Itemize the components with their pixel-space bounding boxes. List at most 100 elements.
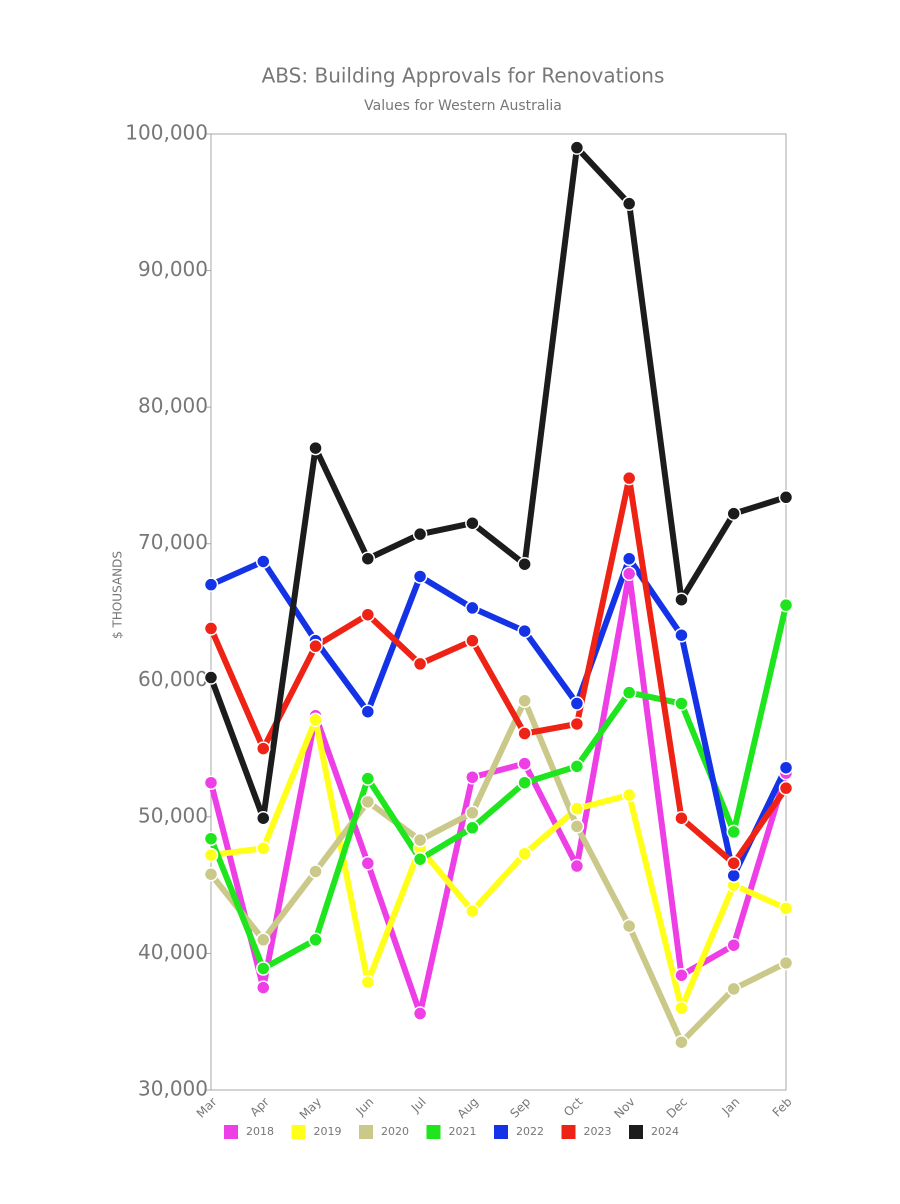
data-point xyxy=(726,506,741,521)
data-point xyxy=(360,794,376,810)
x-tick-label: Jul xyxy=(408,1095,429,1116)
data-point xyxy=(778,901,794,916)
legend-label: 2019 xyxy=(314,1125,342,1138)
data-point xyxy=(360,856,376,871)
data-point xyxy=(412,526,428,542)
data-point xyxy=(517,756,532,771)
x-tick-label: May xyxy=(297,1095,324,1122)
chart-subtitle: Values for Western Australia xyxy=(364,98,562,114)
series-line xyxy=(208,475,789,867)
x-tick-label: Oct xyxy=(561,1094,586,1119)
data-point xyxy=(256,932,271,948)
legend-swatch xyxy=(291,1125,306,1139)
x-tick-label: Feb xyxy=(770,1095,795,1120)
data-point xyxy=(621,787,637,803)
y-tick-label: 50,000 xyxy=(138,803,208,827)
x-tick-label: Sep xyxy=(507,1095,533,1121)
legend-label: 2018 xyxy=(246,1125,274,1138)
data-point xyxy=(778,760,794,775)
data-point xyxy=(674,810,689,826)
data-point xyxy=(517,726,532,741)
data-point xyxy=(308,638,323,654)
data-point xyxy=(778,597,794,613)
data-point xyxy=(360,551,376,566)
data-point xyxy=(412,851,428,867)
data-point xyxy=(517,775,532,790)
data-point xyxy=(674,968,689,983)
x-tick-label: Dec xyxy=(664,1095,690,1121)
y-tick-label: 70,000 xyxy=(138,530,208,554)
data-point xyxy=(360,771,376,786)
y-tick-label: 30,000 xyxy=(138,1077,208,1101)
data-point xyxy=(465,600,480,616)
data-point xyxy=(621,685,637,700)
data-point xyxy=(412,656,428,672)
data-point xyxy=(360,974,376,990)
data-point xyxy=(203,866,219,882)
legend-label: 2020 xyxy=(381,1125,409,1138)
data-point xyxy=(569,140,585,155)
data-point xyxy=(621,470,637,486)
data-point xyxy=(726,981,741,997)
data-point xyxy=(778,955,794,971)
data-point xyxy=(256,741,271,756)
data-point xyxy=(412,832,428,848)
series-line xyxy=(209,555,789,879)
x-tick-label: Apr xyxy=(247,1095,272,1120)
data-point xyxy=(621,196,637,211)
data-point xyxy=(465,633,480,648)
data-point xyxy=(674,592,689,607)
data-point xyxy=(360,607,376,622)
series-line xyxy=(210,716,788,1012)
data-point xyxy=(517,693,532,709)
data-point xyxy=(569,801,585,816)
series-line xyxy=(208,604,789,972)
data-point xyxy=(621,566,637,582)
data-point xyxy=(256,554,271,569)
y-tick-label: 40,000 xyxy=(138,940,208,964)
legend-label: 2024 xyxy=(651,1125,679,1138)
data-point xyxy=(256,810,271,826)
data-point xyxy=(465,515,480,531)
data-point xyxy=(569,858,585,874)
data-point xyxy=(674,1000,689,1016)
data-point xyxy=(569,696,585,711)
data-point xyxy=(674,1034,689,1050)
y-tick-label: 60,000 xyxy=(138,667,208,691)
data-point xyxy=(412,1006,428,1021)
y-tick-label: 100,000 xyxy=(125,121,208,145)
data-point xyxy=(569,819,585,834)
y-tick-label: 80,000 xyxy=(138,394,208,418)
data-point xyxy=(412,569,428,584)
legend-swatch xyxy=(359,1125,373,1139)
data-point xyxy=(256,961,271,976)
legend-label: 2023 xyxy=(584,1125,612,1138)
data-point xyxy=(203,847,219,863)
series-line xyxy=(208,144,787,822)
x-tick-label: Aug xyxy=(454,1095,480,1121)
data-point xyxy=(308,932,323,948)
data-point xyxy=(621,551,637,566)
data-point xyxy=(778,490,794,505)
data-point xyxy=(726,868,741,883)
series-line xyxy=(208,697,788,1046)
data-point xyxy=(726,824,741,840)
legend-label: 2021 xyxy=(449,1125,477,1138)
legend-swatch xyxy=(629,1125,643,1139)
data-point xyxy=(569,759,585,774)
data-point xyxy=(465,805,480,821)
data-point xyxy=(360,704,376,719)
data-point xyxy=(308,712,323,728)
data-point xyxy=(203,577,219,592)
data-point xyxy=(308,864,323,879)
data-point xyxy=(203,831,219,846)
data-point xyxy=(778,780,794,796)
data-point xyxy=(256,841,271,856)
data-point xyxy=(517,846,532,861)
data-point xyxy=(465,770,480,785)
x-tick-label: Jan xyxy=(719,1095,743,1119)
data-point xyxy=(674,696,689,711)
legend-swatch xyxy=(561,1125,576,1139)
data-point xyxy=(621,918,637,934)
